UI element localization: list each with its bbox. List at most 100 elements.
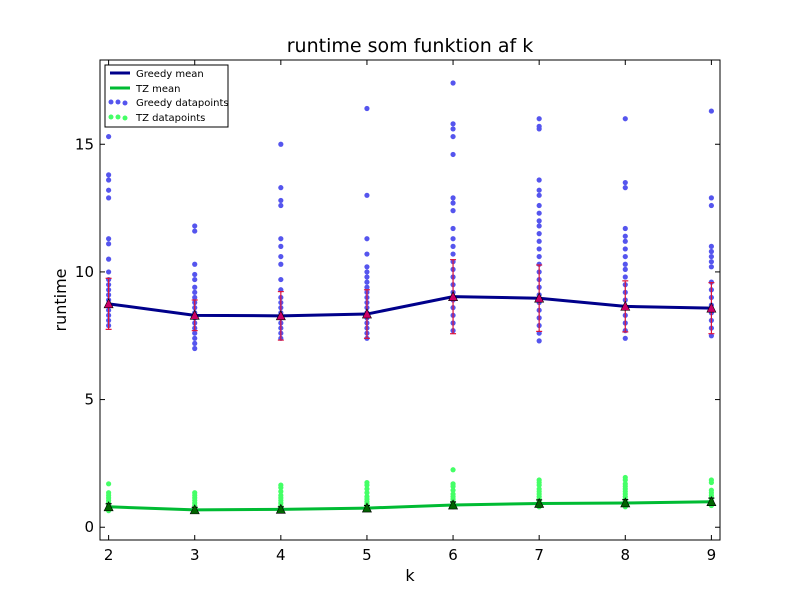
- greedy-datapoint: [106, 187, 112, 193]
- greedy-datapoint: [622, 179, 628, 186]
- greedy-mean-marker: [103, 298, 114, 309]
- greedy-datapoint: [622, 261, 628, 267]
- greedy-datapoint: [278, 243, 284, 249]
- tz-datapoint: [622, 477, 628, 483]
- x-tick-label: 7: [534, 546, 544, 564]
- x-axis-label: k: [405, 566, 415, 585]
- tz-datapoint: [364, 486, 370, 492]
- greedy-datapoint: [106, 133, 112, 140]
- greedy-datapoint: [708, 253, 714, 260]
- tz-datapoint: [450, 467, 456, 473]
- greedy-datapoint: [536, 246, 542, 252]
- y-axis-label: runtime: [51, 268, 70, 331]
- greedy-datapoint: [536, 187, 542, 193]
- greedy-datapoint: [106, 256, 112, 262]
- legend: Greedy mean TZ mean Greedy datapoints TZ…: [104, 64, 229, 128]
- legend-greedy-points-swatch: [108, 99, 128, 106]
- legend-tz-mean-label: TZ mean: [135, 84, 181, 95]
- tz-mean-marker: [189, 504, 200, 515]
- greedy-datapoint: [364, 251, 370, 257]
- tz-datapoint: [450, 483, 456, 489]
- x-tick-label: 9: [707, 546, 717, 564]
- greedy-datapoint: [364, 105, 370, 112]
- greedy-datapoint: [708, 248, 714, 255]
- greedy-datapoint: [106, 195, 112, 201]
- tz-mean-marker: [534, 497, 545, 508]
- greedy-mean-marker: [534, 292, 545, 303]
- greedy-datapoint: [192, 228, 198, 234]
- greedy-datapoint: [364, 279, 370, 285]
- greedy-datapoint: [278, 202, 284, 209]
- greedy-datapoint: [450, 80, 456, 86]
- greedy-datapoint: [450, 236, 456, 242]
- greedy-datapoint: [278, 141, 284, 147]
- greedy-datapoint: [192, 335, 198, 341]
- x-tick-label: 8: [621, 546, 631, 564]
- tz-datapoint: [708, 479, 714, 486]
- greedy-datapoint: [536, 223, 542, 229]
- greedy-datapoint: [192, 294, 198, 301]
- greedy-datapoint: [106, 177, 112, 183]
- greedy-datapoint: [192, 261, 198, 267]
- plot-frame: [99, 59, 721, 541]
- greedy-datapoint: [622, 233, 628, 239]
- greedy-datapoint: [364, 192, 370, 198]
- greedy-datapoint: [708, 333, 714, 339]
- legend-tz-points-label: TZ datapoints: [135, 113, 205, 124]
- x-tick-label: 2: [104, 546, 114, 564]
- tz-mean-marker: [361, 502, 372, 513]
- y-tick-label: 15: [75, 135, 94, 153]
- greedy-datapoint: [622, 253, 628, 260]
- greedy-datapoint: [364, 236, 370, 242]
- greedy-datapoint: [364, 269, 370, 275]
- greedy-datapoint: [708, 264, 714, 270]
- greedy-mean-marker: [706, 302, 717, 313]
- greedy-datapoint: [622, 335, 628, 341]
- tz-mean-line: [108, 500, 712, 512]
- greedy-datapoint: [192, 284, 198, 290]
- greedy-datapoint: [106, 236, 112, 242]
- greedy-datapoint: [278, 185, 284, 191]
- greedy-datapoint: [622, 246, 628, 252]
- greedy-mean-marker: [361, 308, 372, 319]
- greedy-mean-line: [108, 295, 712, 318]
- greedy-datapoint: [450, 121, 456, 127]
- greedy-datapoint: [450, 151, 456, 158]
- greedy-datapoint: [450, 251, 456, 257]
- legend-greedy-points-label: Greedy datapoints: [136, 98, 229, 109]
- greedy-datapoint: [536, 338, 542, 344]
- greedy-datapoint: [536, 126, 542, 132]
- legend-greedy-mean-label: Greedy mean: [136, 69, 204, 80]
- tz-mean-marker: [275, 503, 286, 514]
- tz-datapoint: [364, 490, 370, 496]
- greedy-datapoint: [192, 340, 198, 347]
- greedy-datapoint: [708, 195, 714, 201]
- greedy-datapoint: [622, 266, 628, 272]
- greedy-datapoint: [192, 345, 198, 352]
- axis-ticks: 2 3 4 5 6 7 8 9 0 5 10 15: [75, 60, 720, 564]
- greedy-datapoint: [278, 253, 284, 260]
- greedy-datapoint: [106, 241, 112, 247]
- greedy-datapoint: [106, 172, 112, 178]
- greedy-datapoint: [708, 202, 714, 209]
- greedy-datapoint: [450, 133, 456, 140]
- greedy-datapoint: [192, 330, 198, 336]
- greedy-datapoint: [536, 231, 542, 237]
- tz-mean-marker: [103, 501, 114, 512]
- greedy-datapoint: [192, 276, 198, 283]
- greedy-datapoint: [278, 197, 284, 204]
- tz-datapoint: [364, 482, 370, 488]
- greedy-datapoint: [536, 218, 542, 224]
- greedy-datapoint: [536, 202, 542, 209]
- greedy-datapoint: [622, 225, 628, 232]
- greedy-datapoint: [708, 243, 714, 249]
- x-tick-label: 6: [448, 546, 458, 564]
- greedy-datapoint: [536, 192, 542, 198]
- greedy-mean-marker: [620, 300, 631, 311]
- greedy-datapoint: [536, 210, 542, 216]
- greedy-datapoint: [364, 284, 370, 290]
- greedy-datapoint: [536, 253, 542, 260]
- greedy-datapoint: [450, 200, 456, 206]
- tz-datapoint: [278, 485, 284, 491]
